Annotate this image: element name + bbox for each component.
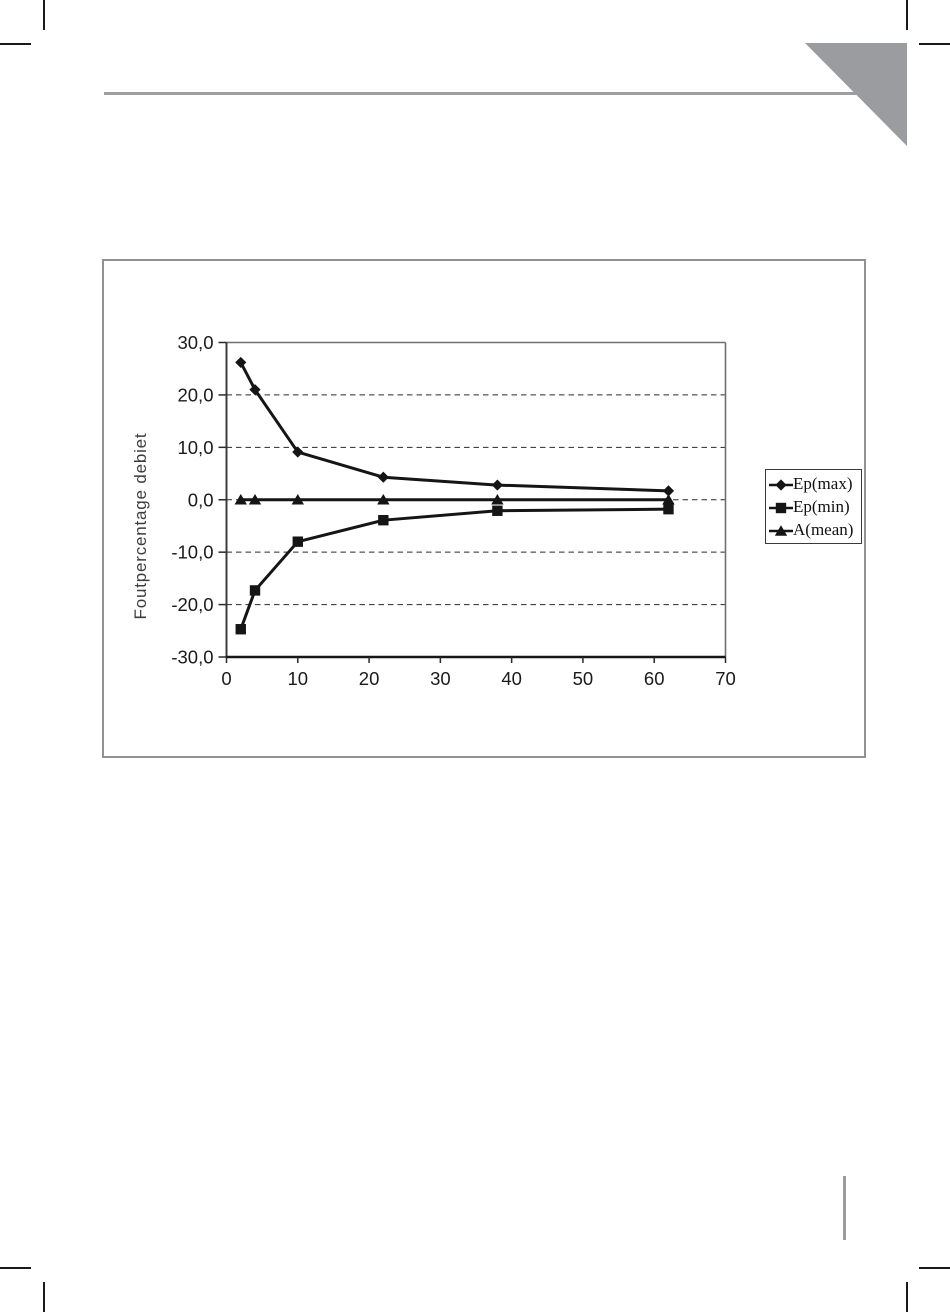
y-tick-label: 20,0 [177, 384, 213, 405]
corner-triangle-shape [805, 43, 907, 146]
legend-item-ep-max: Ep(max) [769, 473, 858, 495]
diamond-marker [235, 356, 247, 369]
diamond-marker [662, 485, 675, 497]
crop-mark-top-right-horizontal [919, 43, 950, 45]
y-tick-label: -10,0 [171, 542, 213, 563]
corner-triangle-decoration [805, 43, 907, 146]
legend-marker-diamond-icon [769, 478, 793, 491]
x-tick-label: 50 [573, 668, 594, 689]
crop-mark-bottom-left-vertical [43, 1282, 45, 1312]
triangle-marker [377, 493, 390, 505]
legend-marker-square-icon [769, 501, 793, 513]
diamond-marker [377, 471, 389, 483]
square-marker [492, 505, 503, 516]
x-tick-label: 0 [221, 668, 231, 689]
x-tick-label: 20 [359, 668, 380, 689]
triangle-marker [662, 493, 675, 505]
x-tick-label: 60 [644, 668, 665, 689]
legend-label-ep-max: Ep(max) [793, 474, 853, 493]
y-tick-label: 0,0 [188, 489, 214, 510]
legend-label-ep-min: Ep(min) [793, 497, 850, 516]
chart-legend: Ep(max) Ep(min) A(mean) [765, 469, 862, 544]
y-axis-title: Foutpercentage debiet [131, 432, 150, 620]
square-marker [292, 536, 303, 547]
legend-item-a-mean: A(mean) [769, 519, 858, 541]
triangle-marker [234, 493, 247, 505]
crop-mark-bottom-right-horizontal [919, 1267, 950, 1269]
triangle-marker [248, 493, 262, 505]
y-tick-label: -30,0 [171, 647, 213, 668]
square-marker [378, 514, 389, 526]
page-edge-mark [843, 1176, 846, 1240]
legend-label-a-mean: A(mean) [793, 520, 854, 539]
diamond-marker [292, 446, 304, 458]
error-percentage-line-chart: 30,0 20,0 10,0 0,0 -10,0 -20,0 -30,0 0 10 20 30 40 5… [171, 332, 736, 689]
diamond-marker [491, 479, 503, 491]
x-tick-label: 70 [715, 668, 736, 689]
series-line-Ep(min) [239, 507, 669, 630]
x-tick-label: 40 [501, 668, 522, 689]
y-tick-label: 30,0 [177, 332, 213, 353]
chart-frame: 30,0 20,0 10,0 0,0 -10,0 -20,0 -30,0 0 10 20 30 40 5… [102, 259, 866, 758]
triangle-marker [291, 493, 304, 505]
square-marker [249, 585, 261, 596]
crop-mark-top-right-vertical [906, 0, 908, 30]
crop-mark-bottom-right-vertical [906, 1282, 908, 1312]
crop-mark-top-left-vertical [43, 0, 45, 30]
triangle-marker [491, 493, 504, 505]
square-marker [235, 624, 246, 635]
crop-mark-top-left-horizontal [0, 43, 31, 45]
square-marker [663, 503, 674, 515]
x-tick-label: 30 [430, 668, 451, 689]
crop-mark-bottom-left-horizontal [0, 1267, 31, 1269]
series-line-Ep(max) [239, 361, 669, 493]
y-tick-label: 10,0 [177, 437, 213, 458]
header-rule [104, 92, 856, 95]
legend-item-ep-min: Ep(min) [769, 496, 858, 518]
legend-marker-triangle-icon [769, 524, 793, 536]
x-tick-label: 10 [287, 668, 308, 689]
y-tick-label: -20,0 [171, 594, 213, 615]
